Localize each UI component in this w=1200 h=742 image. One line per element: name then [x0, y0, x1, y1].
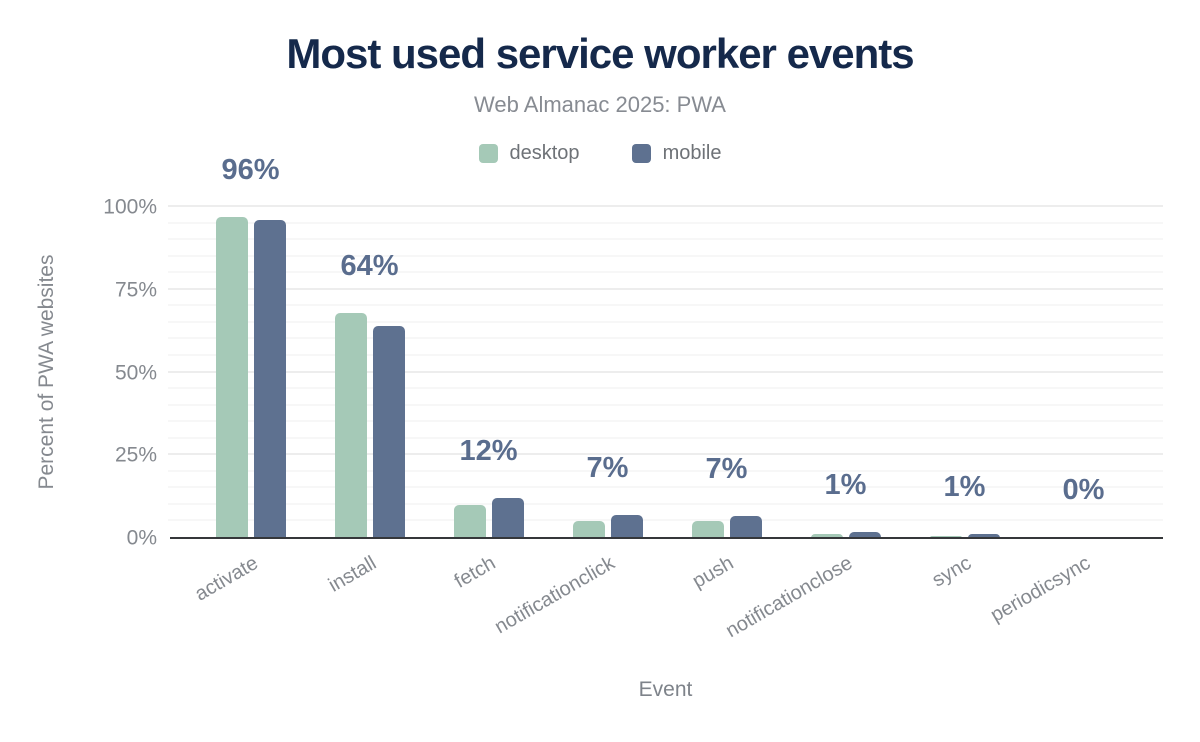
y-tick-label: 75%	[114, 278, 157, 302]
x-tick-label: fetch	[450, 552, 500, 593]
minor-gridline	[168, 403, 1163, 406]
legend-item-desktop: desktop	[478, 142, 580, 165]
bar-mobile-notificationclose	[848, 531, 881, 538]
minor-gridline	[168, 221, 1163, 224]
value-label-install: 64%	[340, 249, 399, 282]
minor-gridline	[168, 387, 1163, 390]
value-label-notificationclick: 7%	[586, 451, 629, 484]
legend-swatch-icon	[631, 144, 651, 163]
major-gridline	[168, 287, 1163, 290]
major-gridline	[168, 370, 1163, 373]
bar-desktop-fetch	[453, 504, 486, 538]
value-label-fetch: 12%	[459, 435, 518, 468]
bar-mobile-install	[372, 326, 405, 538]
x-tick-label: notificationclick	[491, 552, 619, 639]
y-tick-label: 100%	[103, 195, 157, 219]
minor-gridline	[168, 420, 1163, 423]
bar-mobile-fetch	[491, 498, 524, 538]
y-tick-label: 0%	[126, 526, 157, 550]
bar-desktop-notificationclose	[810, 533, 843, 538]
bar-desktop-activate	[215, 216, 248, 538]
legend: desktop mobile	[0, 142, 1200, 165]
value-label-sync: 1%	[943, 471, 986, 504]
chart-title: Most used service worker events	[286, 30, 914, 77]
bar-group-install	[310, 207, 429, 538]
legend-label: desktop	[509, 142, 580, 164]
x-axis-line	[170, 536, 1163, 539]
y-axis-ticks: 0% 25% 50% 75% 100%	[0, 197, 157, 549]
major-gridline	[168, 453, 1163, 456]
value-label-notificationclose: 1%	[824, 468, 867, 501]
minor-gridline	[168, 320, 1163, 323]
minor-gridline	[168, 238, 1163, 241]
bar-group-fetch	[429, 207, 548, 538]
value-label-activate: 96%	[221, 153, 280, 186]
y-tick-label: 50%	[114, 361, 157, 384]
value-label-push: 7%	[705, 452, 748, 485]
minor-gridline	[168, 337, 1163, 340]
x-axis-title: Event	[638, 678, 693, 701]
minor-gridline	[168, 304, 1163, 307]
legend-item-mobile: mobile	[631, 142, 722, 165]
bar-group-activate	[191, 207, 310, 538]
x-tick-label: sync	[928, 552, 976, 592]
x-tick-label: notificationclose	[722, 552, 857, 643]
x-tick-label: push	[688, 552, 738, 593]
bar-group-notificationclose	[786, 207, 905, 538]
minor-gridline	[168, 519, 1163, 522]
bar-mobile-push	[729, 515, 762, 538]
bar-desktop-install	[334, 312, 367, 538]
minor-gridline	[168, 469, 1163, 472]
bar-group-push	[667, 207, 786, 538]
bar-desktop-push	[691, 521, 724, 538]
minor-gridline	[168, 271, 1163, 274]
minor-gridline	[168, 436, 1163, 439]
bar-mobile-sync	[967, 534, 1000, 538]
bar-group-notificationclick	[548, 207, 667, 538]
minor-gridline	[168, 353, 1163, 356]
x-tick-label: periodicsync	[987, 552, 1095, 627]
legend-label: mobile	[662, 142, 722, 164]
major-gridline	[168, 205, 1163, 207]
minor-gridline	[168, 486, 1163, 489]
bar-mobile-notificationclick	[610, 514, 643, 538]
bar-mobile-activate	[253, 220, 286, 538]
legend-swatch-icon	[478, 144, 498, 163]
y-tick-label: 25%	[114, 443, 157, 467]
chart-subtitle: Web Almanac 2025: PWA	[474, 92, 726, 117]
bar-desktop-notificationclick	[572, 521, 605, 538]
minor-gridline	[168, 502, 1163, 505]
minor-gridline	[168, 254, 1163, 257]
plot-area: 96% activate 64% install 12% fetch 7% notificat…	[168, 155, 1163, 642]
value-label-periodicsync: 0%	[1062, 474, 1105, 507]
x-tick-label: install	[325, 552, 381, 597]
x-tick-label: activate	[190, 552, 262, 606]
